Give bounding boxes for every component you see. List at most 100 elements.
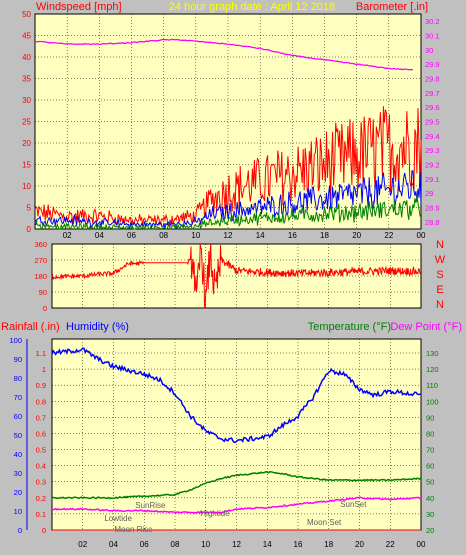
wind-x-tick-label: 14 — [256, 231, 265, 240]
temp-y-tick-label: 40 — [426, 494, 434, 503]
event-label: SunRise — [135, 501, 166, 510]
barometer-line — [34, 38, 414, 71]
wind-y-tick-label: 45 — [22, 32, 31, 41]
low-x-tick-label: 08 — [171, 540, 180, 549]
low-x-tick-label: 22 — [386, 540, 395, 549]
dir-y-tick-label: 270 — [34, 256, 47, 265]
wind-y-tick-label: 30 — [22, 96, 31, 105]
wind-x-tick-label: 10 — [191, 231, 200, 240]
wind-y-tick-label: 10 — [22, 182, 31, 191]
wind-series-average-line — [34, 170, 422, 230]
humidity-label: Humidity (%) — [66, 321, 129, 333]
low-x-tick-label: 14 — [263, 540, 272, 549]
humidity-line — [51, 347, 422, 444]
temp-y-tick-label: 120 — [426, 365, 439, 374]
temperature-label: Temperature (°F) — [308, 321, 391, 333]
wind-x-tick-label: 20 — [352, 231, 361, 240]
humidity-y-tick-label: 0 — [18, 526, 22, 535]
wind-y-tick-label: 5 — [27, 204, 32, 213]
low-x-tick-label: 06 — [140, 540, 149, 549]
rain-y-tick-label: 0.2 — [36, 494, 46, 503]
event-label: SunSet — [340, 500, 367, 509]
humidity-y-tick-label: 70 — [14, 393, 22, 402]
low-x-tick-label: 00 — [417, 540, 426, 549]
rain-y-tick-label: 0.1 — [36, 510, 46, 519]
dir-y-tick-label: 180 — [34, 272, 47, 281]
compass-label: S — [436, 269, 443, 281]
low-x-tick-label: 12 — [232, 540, 241, 549]
wind-y-tick-label: 50 — [22, 10, 31, 19]
humidity-y-tick-label: 40 — [14, 450, 22, 459]
baro-y-tick-label: 28.9 — [425, 204, 440, 213]
wind-y-tick-label: 35 — [22, 75, 31, 84]
temp-y-tick-label: 70 — [426, 446, 434, 455]
temp-y-tick-label: 80 — [426, 429, 434, 438]
rain-y-tick-label: 0.3 — [36, 478, 46, 487]
wind-x-tick-label: 04 — [95, 231, 104, 240]
temp-y-tick-label: 90 — [426, 413, 434, 422]
wind-y-tick-label: 40 — [22, 53, 31, 62]
baro-y-tick-label: 29.4 — [425, 132, 440, 141]
direction-line — [51, 243, 422, 309]
humidity-y-tick-label: 50 — [14, 431, 22, 440]
low-x-tick-label: 20 — [355, 540, 364, 549]
rain-y-tick-label: 0.6 — [36, 429, 46, 438]
dir-y-tick-label: 90 — [39, 288, 47, 297]
humidity-y-tick-label: 80 — [14, 374, 22, 383]
humidity-y-tick-label: 90 — [14, 355, 22, 364]
low-x-tick-label: 02 — [78, 540, 87, 549]
event-label: Moon Set — [307, 518, 342, 527]
direction-plot-area — [51, 243, 422, 309]
wind-y-tick-label: 15 — [22, 161, 31, 170]
temp-y-tick-label: 60 — [426, 462, 434, 471]
rain-y-tick-label: 1 — [42, 365, 46, 374]
wind-y-tick-label: 20 — [22, 139, 31, 148]
humidity-y-tick-label: 100 — [9, 336, 22, 345]
dir-y-tick-label: 0 — [43, 304, 47, 313]
rain-y-tick-label: 0.9 — [36, 381, 46, 390]
dewpoint-label: Dew Point (°F) — [390, 321, 462, 333]
wind-series-gust-line — [34, 106, 422, 228]
dew-point-line — [51, 496, 421, 514]
low-x-tick-label: 04 — [109, 540, 118, 549]
temp-y-tick-label: 50 — [426, 478, 434, 487]
wind-x-tick-label: 02 — [63, 231, 72, 240]
baro-y-tick-label: 29.5 — [425, 118, 440, 127]
wind-x-tick-label: 18 — [320, 231, 329, 240]
windspeed-title: Windspeed [mph] — [36, 1, 122, 13]
humidity-y-tick-label: 30 — [14, 469, 22, 478]
baro-y-tick-label: 29.9 — [425, 60, 440, 69]
wind-x-tick-label: 12 — [224, 231, 233, 240]
baro-y-tick-label: 30 — [425, 46, 433, 55]
wind-x-tick-label: 06 — [127, 231, 136, 240]
low-x-tick-label: 16 — [294, 540, 303, 549]
humidity-y-tick-label: 10 — [14, 507, 22, 516]
barometer-title: Barometer [.in] — [356, 1, 428, 13]
temp-y-tick-label: 30 — [426, 510, 434, 519]
rain-y-tick-label: 0 — [42, 526, 46, 535]
humidity-y-tick-label: 20 — [14, 488, 22, 497]
baro-y-tick-label: 30.1 — [425, 32, 440, 41]
graph-date-title: 24 hour graph date : April 12 2018 — [169, 1, 335, 13]
event-label: Lowtide — [104, 514, 132, 523]
baro-y-tick-label: 29.3 — [425, 146, 440, 155]
wind-x-tick-label: 00 — [417, 231, 426, 240]
rain-y-tick-label: 0.4 — [36, 462, 46, 471]
compass-label: W — [435, 254, 446, 266]
wind-y-tick-label: 25 — [22, 118, 31, 127]
rainfall-label: Rainfall (.in) — [1, 321, 60, 333]
rain-y-tick-label: 0.7 — [36, 413, 46, 422]
wind-x-tick-label: 16 — [288, 231, 297, 240]
wind-x-tick-label: 22 — [384, 231, 393, 240]
compass-label: E — [436, 284, 443, 296]
baro-y-tick-label: 29.8 — [425, 75, 440, 84]
dir-y-tick-label: 360 — [34, 240, 47, 249]
low-x-tick-label: 18 — [324, 540, 333, 549]
wind-y-tick-label: 0 — [27, 225, 32, 234]
baro-y-tick-label: 29.2 — [425, 161, 440, 170]
wind-series-low-line — [34, 195, 422, 231]
rain-y-tick-label: 0.5 — [36, 446, 46, 455]
baro-y-tick-label: 29.6 — [425, 103, 440, 112]
baro-y-tick-label: 28.8 — [425, 218, 440, 227]
